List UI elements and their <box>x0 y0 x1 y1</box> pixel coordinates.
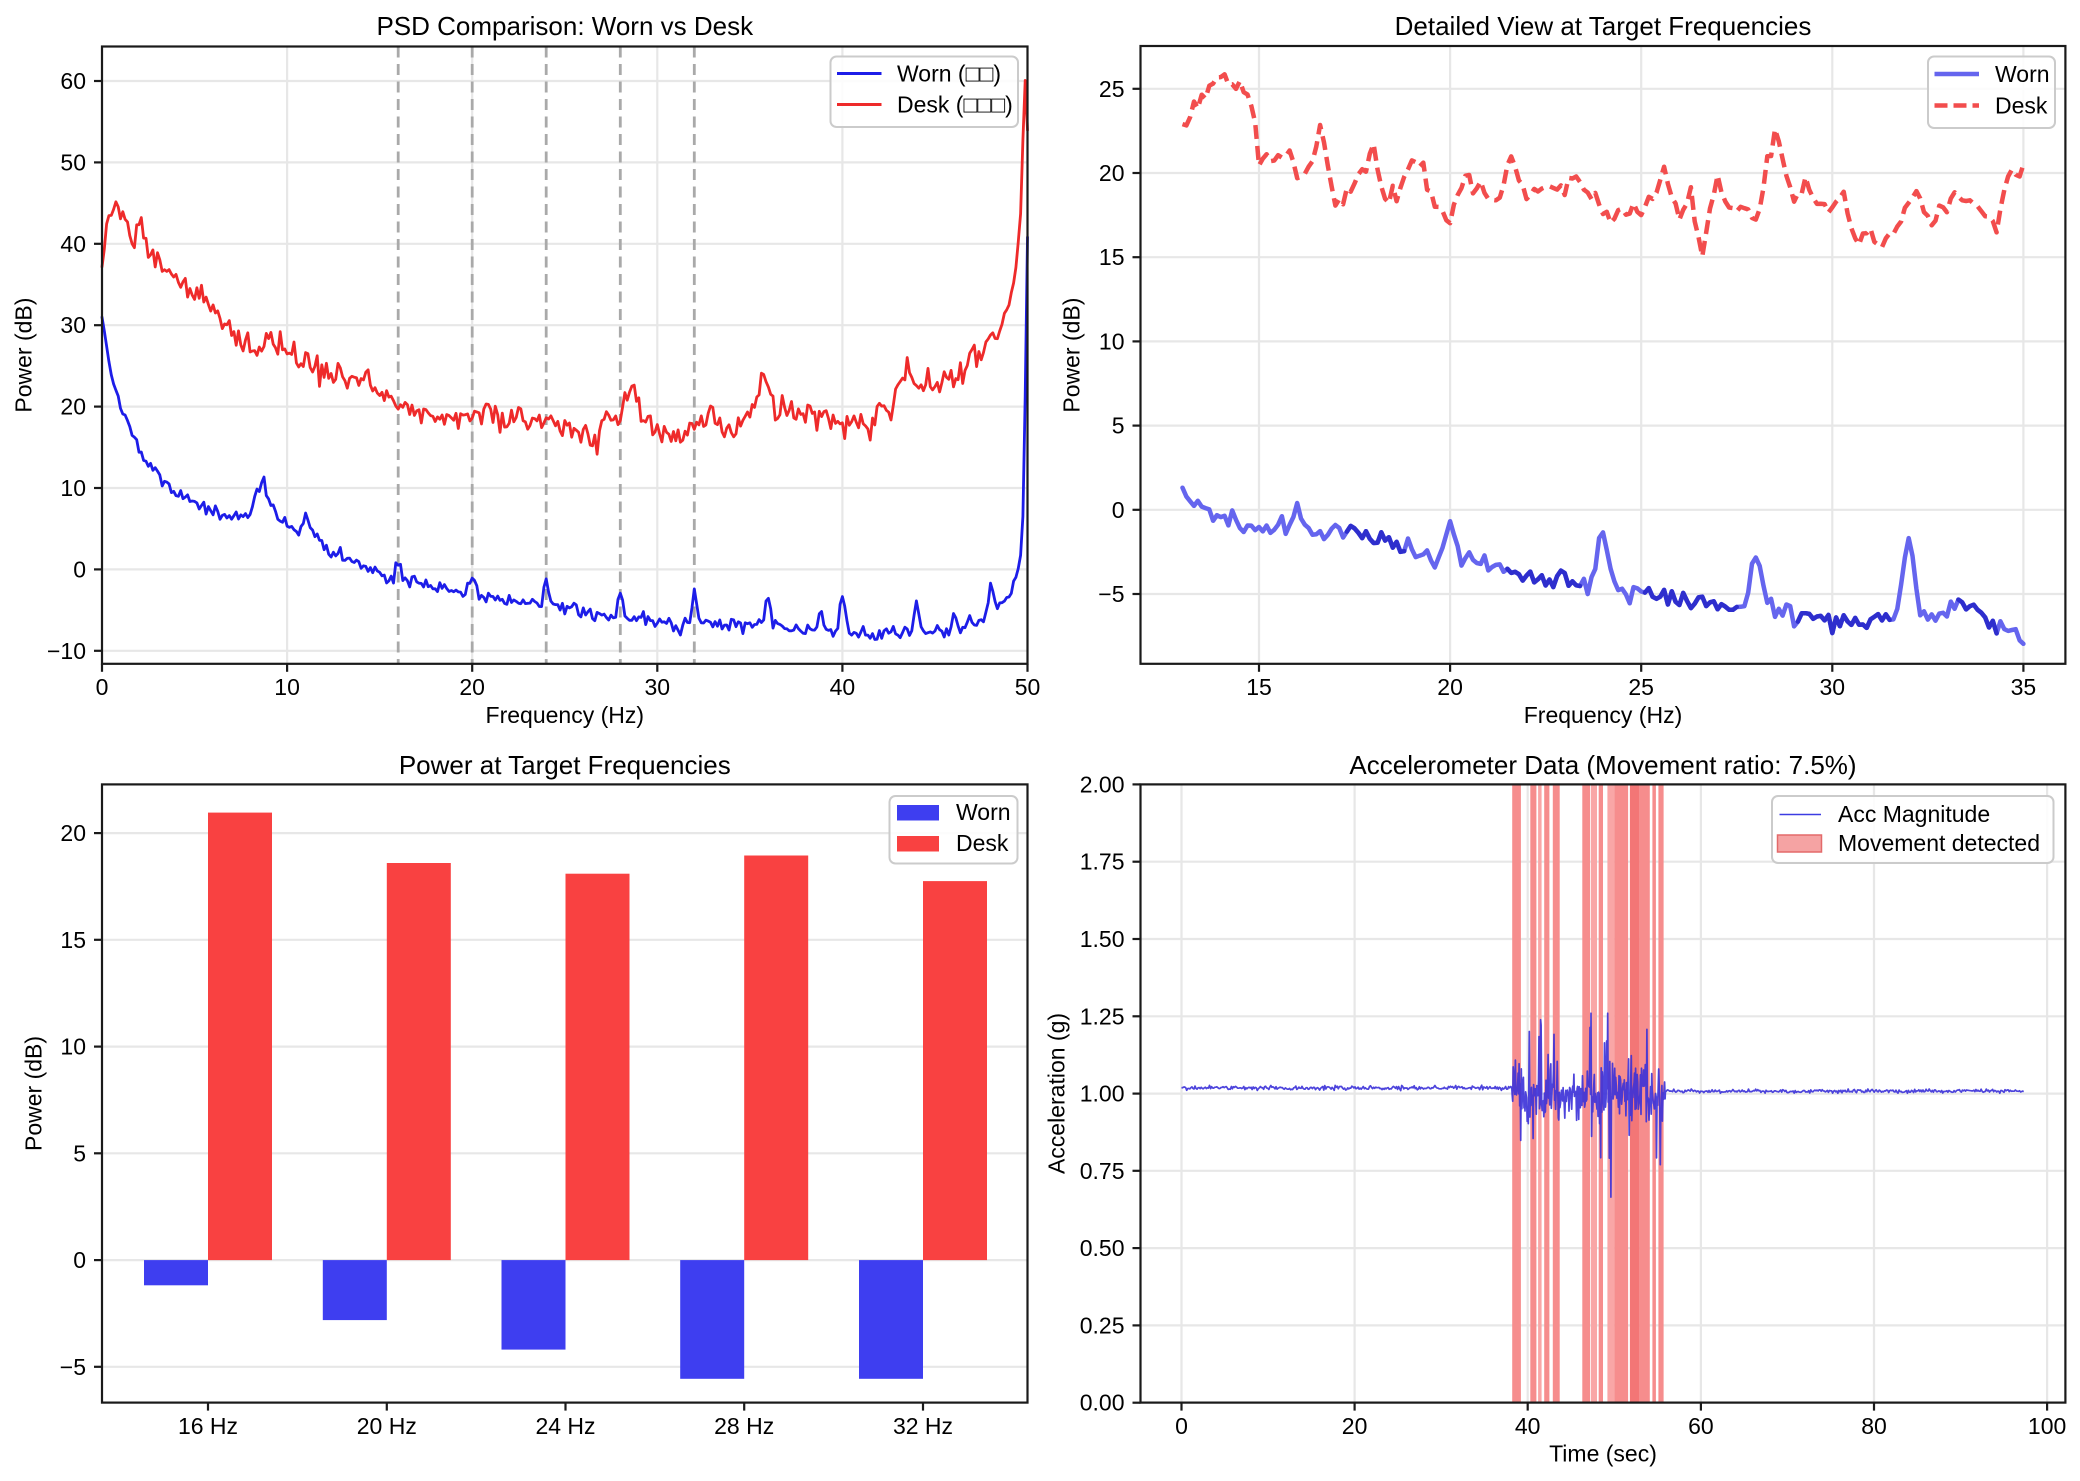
svg-text:−5: −5 <box>1098 581 1124 607</box>
svg-text:0: 0 <box>1112 497 1125 523</box>
svg-text:0: 0 <box>73 1247 86 1273</box>
svg-text:50: 50 <box>1015 674 1041 700</box>
svg-text:5: 5 <box>73 1140 86 1166</box>
svg-text:0: 0 <box>73 556 86 582</box>
svg-text:28 Hz: 28 Hz <box>714 1413 774 1439</box>
svg-text:40: 40 <box>60 231 86 257</box>
svg-text:Power (dB): Power (dB) <box>1059 298 1085 413</box>
svg-text:25: 25 <box>1628 674 1654 700</box>
svg-text:1.75: 1.75 <box>1080 849 1125 875</box>
svg-text:Frequency (Hz): Frequency (Hz) <box>1524 702 1682 728</box>
svg-text:−5: −5 <box>60 1354 86 1380</box>
svg-text:20: 20 <box>60 394 86 420</box>
svg-text:20: 20 <box>1099 160 1125 186</box>
svg-text:Power (dB): Power (dB) <box>21 1036 47 1151</box>
svg-text:10: 10 <box>60 475 86 501</box>
svg-text:15: 15 <box>1246 674 1272 700</box>
svg-text:Movement detected: Movement detected <box>1838 830 2040 856</box>
svg-text:25: 25 <box>1099 76 1125 102</box>
svg-text:Time (sec): Time (sec) <box>1549 1441 1657 1467</box>
svg-text:15: 15 <box>60 927 86 953</box>
svg-text:PSD Comparison: Worn vs Desk: PSD Comparison: Worn vs Desk <box>376 11 754 41</box>
svg-text:0.00: 0.00 <box>1080 1390 1125 1416</box>
svg-text:30: 30 <box>645 674 671 700</box>
svg-text:Worn: Worn <box>1995 61 2050 87</box>
svg-text:30: 30 <box>60 312 86 338</box>
svg-text:Desk (□□□): Desk (□□□) <box>897 92 1013 118</box>
svg-text:16 Hz: 16 Hz <box>178 1413 238 1439</box>
svg-text:Acc Magnitude: Acc Magnitude <box>1838 801 1990 827</box>
svg-text:−10: −10 <box>47 638 86 664</box>
svg-text:0.50: 0.50 <box>1080 1235 1125 1261</box>
svg-text:32 Hz: 32 Hz <box>893 1413 953 1439</box>
svg-text:Frequency (Hz): Frequency (Hz) <box>486 702 644 728</box>
svg-text:20: 20 <box>1342 1413 1368 1439</box>
svg-text:35: 35 <box>2011 674 2037 700</box>
svg-text:1.00: 1.00 <box>1080 1081 1125 1107</box>
svg-text:15: 15 <box>1099 244 1125 270</box>
svg-text:20: 20 <box>60 820 86 846</box>
svg-text:40: 40 <box>830 674 856 700</box>
svg-text:Accelerometer Data (Movement r: Accelerometer Data (Movement ratio: 7.5%… <box>1349 750 1856 780</box>
svg-text:0.25: 0.25 <box>1080 1312 1125 1338</box>
svg-text:Power (dB): Power (dB) <box>11 298 37 413</box>
svg-text:80: 80 <box>1861 1413 1887 1439</box>
svg-text:Power at Target Frequencies: Power at Target Frequencies <box>399 750 731 780</box>
svg-text:Acceleration (g): Acceleration (g) <box>1044 1013 1070 1174</box>
svg-text:20: 20 <box>1437 674 1463 700</box>
svg-text:Desk: Desk <box>1995 93 2048 119</box>
svg-text:60: 60 <box>1688 1413 1714 1439</box>
svg-text:50: 50 <box>60 149 86 175</box>
svg-text:5: 5 <box>1112 413 1125 439</box>
svg-text:20: 20 <box>459 674 485 700</box>
svg-text:0: 0 <box>96 674 109 700</box>
svg-text:10: 10 <box>1099 328 1125 354</box>
svg-text:Worn: Worn <box>956 799 1011 825</box>
svg-text:30: 30 <box>1820 674 1846 700</box>
svg-text:Worn (□□): Worn (□□) <box>897 61 1001 87</box>
svg-text:60: 60 <box>60 68 86 94</box>
svg-text:20 Hz: 20 Hz <box>357 1413 417 1439</box>
svg-text:0: 0 <box>1175 1413 1188 1439</box>
svg-text:0.75: 0.75 <box>1080 1158 1125 1184</box>
svg-text:10: 10 <box>274 674 300 700</box>
svg-text:1.50: 1.50 <box>1080 926 1125 952</box>
svg-text:Detailed View at Target Freque: Detailed View at Target Frequencies <box>1395 11 1812 41</box>
svg-text:Desk: Desk <box>956 830 1009 856</box>
svg-text:40: 40 <box>1515 1413 1541 1439</box>
svg-text:100: 100 <box>2028 1413 2066 1439</box>
svg-text:10: 10 <box>60 1034 86 1060</box>
svg-text:1.25: 1.25 <box>1080 1003 1125 1029</box>
svg-text:2.00: 2.00 <box>1080 771 1125 797</box>
svg-text:24 Hz: 24 Hz <box>535 1413 595 1439</box>
